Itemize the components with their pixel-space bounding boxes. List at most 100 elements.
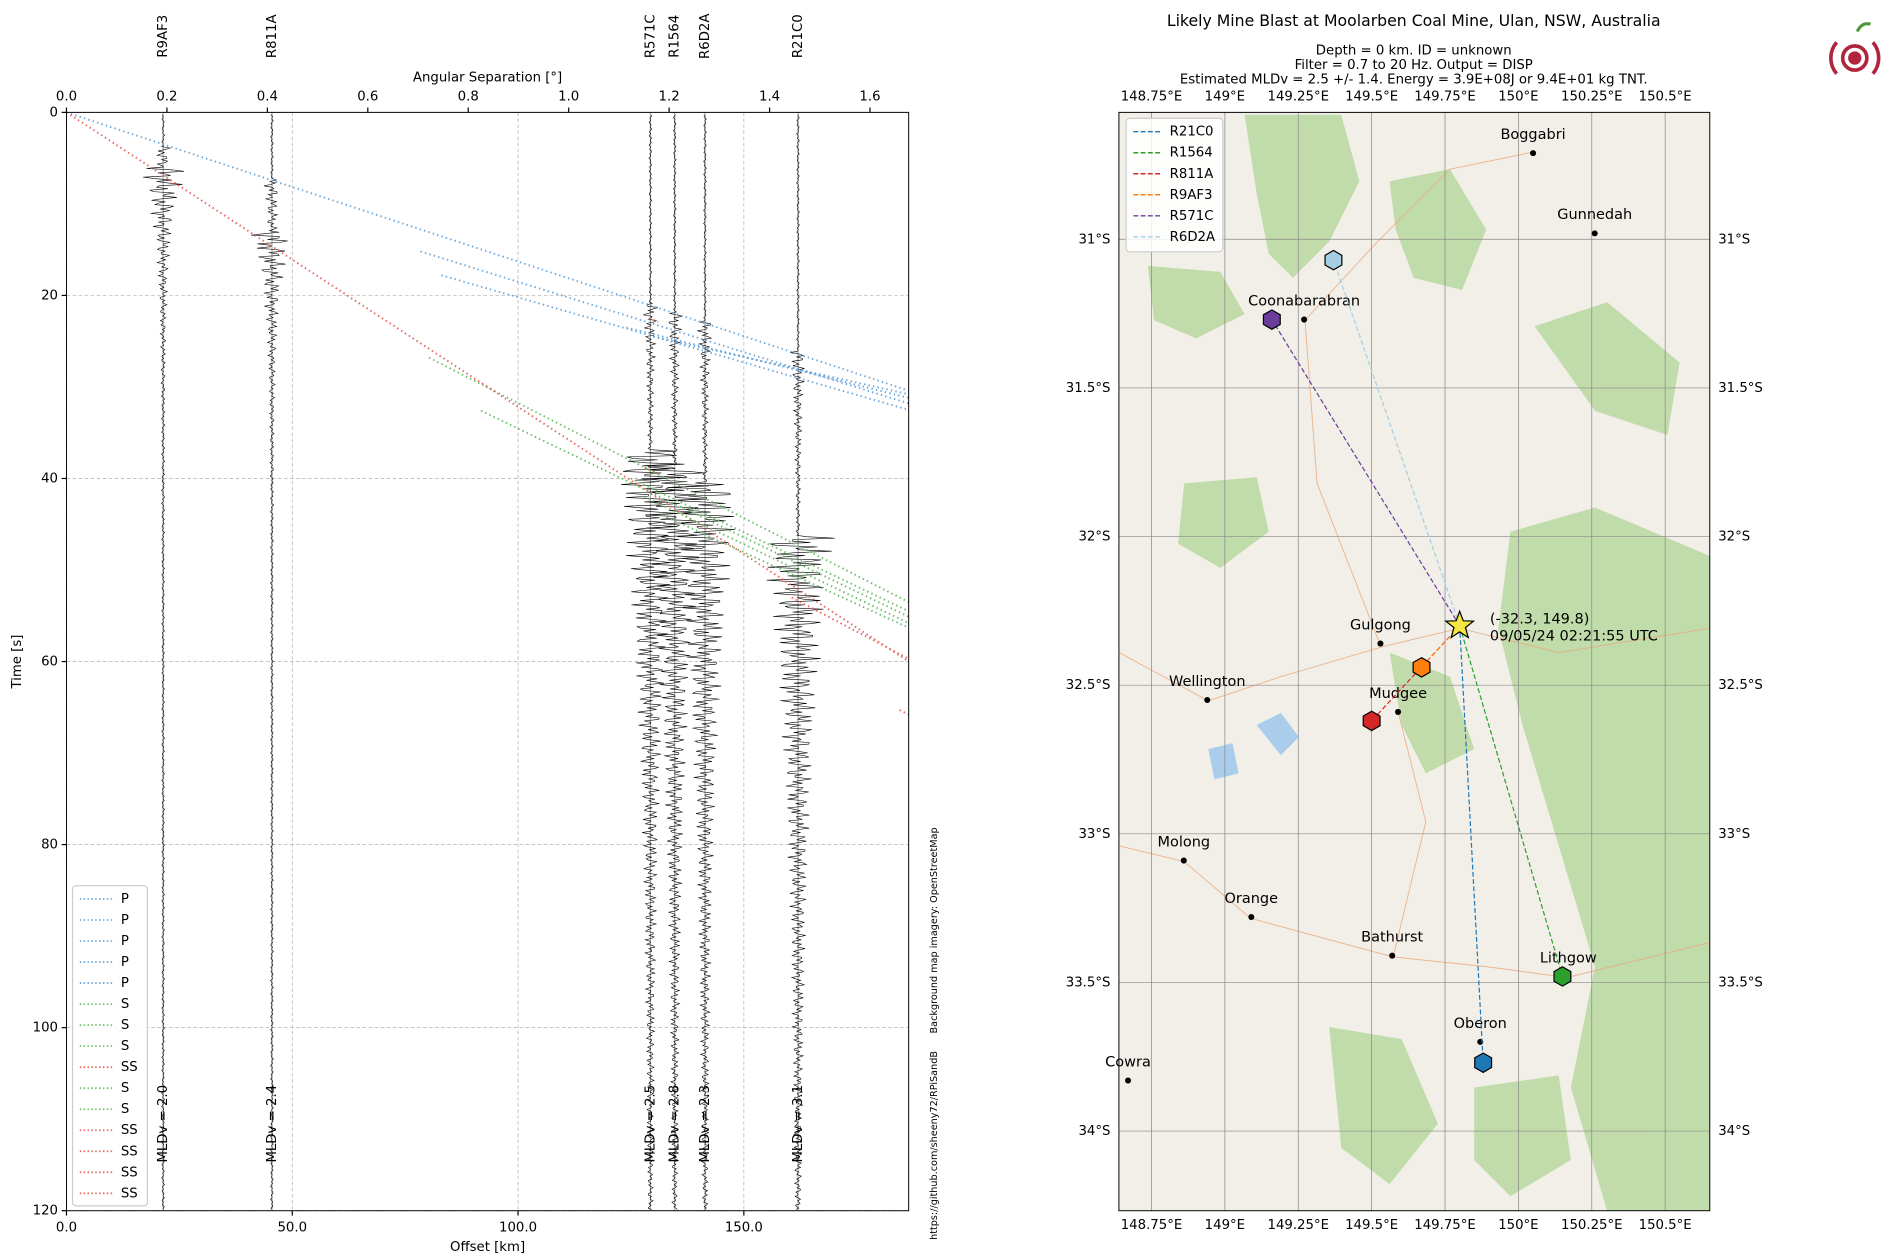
lat-tick-label: 33°S — [1078, 827, 1110, 842]
town-dot — [1180, 857, 1187, 864]
town-label: Wellington — [1169, 674, 1246, 690]
station-path — [1459, 625, 1564, 977]
legend-label: S — [121, 997, 129, 1012]
x2-tick-label: 0.2 — [156, 90, 177, 105]
town-dot — [1248, 914, 1255, 921]
traces — [66, 112, 909, 1211]
mldv-label: MLDv = 2.3 — [698, 1085, 713, 1163]
station-marker — [1474, 1052, 1493, 1074]
lon-tick-label: 149.75°E — [1414, 1218, 1476, 1233]
legend-label: S — [121, 1081, 129, 1096]
station-label: R1564 — [668, 15, 683, 58]
lat-tick-label: 31°S — [1078, 232, 1110, 247]
lon-tick-label: 148.75°E — [1121, 1218, 1183, 1233]
town-label: Coonabarabran — [1248, 293, 1360, 309]
chart-subtitle: Filter = 0.7 to 20 Hz. Output = DISP — [1295, 58, 1533, 73]
lon-tick-label: 150°E — [1498, 1218, 1538, 1233]
x2-tick-label: 0.8 — [458, 90, 479, 105]
lon-tick-label: 149.25°E — [1267, 1218, 1329, 1233]
x2-tick-label: 1.4 — [759, 90, 780, 105]
credits: Background map imagery: OpenStreetMap htt… — [929, 827, 940, 1240]
legend-label: SS — [121, 1165, 138, 1180]
water — [1208, 712, 1299, 780]
station-marker — [1324, 249, 1343, 271]
event-label: (-32.3, 149.8) — [1490, 612, 1589, 628]
station-label: R571C — [643, 14, 658, 58]
lon-tick-label: 150.5°E — [1639, 1218, 1692, 1233]
legend-label: S — [121, 1018, 129, 1033]
lon-tick-label: 149.5°E — [1345, 1218, 1398, 1233]
town-dot — [1204, 697, 1211, 704]
chart-title: Likely Mine Blast at Moolarben Coal Mine… — [1167, 11, 1661, 30]
lon-tick-label: 150°E — [1498, 90, 1538, 105]
legend-label: SS — [121, 1144, 138, 1159]
x2-axis-label: Angular Separation [°] — [413, 70, 562, 85]
logo — [1829, 22, 1881, 75]
x2-tick-label: 1.0 — [558, 90, 579, 105]
lat-tick-label: 32.5°S — [1718, 678, 1763, 693]
town-label: Boggabri — [1500, 127, 1565, 143]
phase-line — [441, 274, 909, 411]
mldv-label: MLDv = 3.1 — [791, 1085, 806, 1163]
legend-label: S — [121, 1102, 129, 1117]
lat-tick-label: 31.5°S — [1718, 381, 1763, 396]
station-marker — [1262, 309, 1281, 330]
phase-line — [662, 514, 909, 629]
chart-subtitle: Depth = 0 km. ID = unknown — [1316, 44, 1512, 59]
town-dot — [1591, 230, 1598, 237]
town-dot — [1301, 316, 1308, 323]
legend-box — [1125, 117, 1224, 253]
town-label: Lithgow — [1540, 950, 1597, 966]
x-tick-label: 150.0 — [725, 1221, 763, 1236]
legend-box — [71, 885, 149, 1207]
legend-label: R811A — [1170, 167, 1214, 182]
lon-tick-label: 149.75°E — [1414, 90, 1476, 105]
town-dot — [1124, 1077, 1132, 1084]
y-tick-label: 60 — [41, 655, 58, 670]
legend-label: SS — [121, 1123, 138, 1138]
y-tick-label: 120 — [33, 1204, 58, 1219]
legend-label: R571C — [1170, 209, 1214, 224]
phase-line — [899, 709, 909, 716]
lon-tick-label: 149.5°E — [1345, 90, 1398, 105]
credit-text: https://github.com/sheeny72/RPiSandB — [929, 1051, 940, 1240]
legend-label: SS — [121, 1186, 138, 1201]
station-marker — [1553, 966, 1572, 987]
credit-text: Background map imagery: OpenStreetMap — [929, 827, 940, 1033]
town-label: Bathurst — [1361, 930, 1423, 946]
lat-tick-label: 32°S — [1078, 530, 1110, 545]
y-tick-label: 20 — [41, 288, 58, 303]
town-label: Mudgee — [1369, 686, 1427, 702]
mldv-label: MLDv = 2.8 — [668, 1085, 683, 1163]
x2-tick-label: 0.4 — [257, 90, 278, 105]
station-label: R21C0 — [791, 14, 806, 58]
lon-tick-label: 149°E — [1205, 90, 1245, 105]
legend-label: P — [121, 934, 129, 949]
station-marker — [1362, 710, 1381, 732]
town-label: Oberon — [1454, 1016, 1507, 1032]
town-dot — [1377, 640, 1384, 647]
legend-label: S — [121, 1039, 129, 1054]
chart-subtitle: Estimated MLDv = 2.5 +/- 1.4. Energy = 3… — [1180, 73, 1648, 88]
town-label: Molong — [1157, 834, 1210, 850]
station-label: R9AF3 — [156, 15, 171, 58]
y-axis-label: Time [s] — [10, 635, 25, 690]
map-panel: Likely Mine Blast at Moolarben Coal Mine… — [1066, 11, 1763, 1233]
lat-tick-label: 33.5°S — [1718, 975, 1763, 990]
lon-tick-label: 149°E — [1205, 1218, 1245, 1233]
mldv-label: MLDv = 2.5 — [643, 1085, 658, 1163]
lat-tick-label: 33°S — [1718, 827, 1750, 842]
legend-label: P — [121, 976, 129, 991]
lon-tick-label: 148.75°E — [1121, 90, 1183, 105]
station-path — [1459, 625, 1484, 1063]
x2-tick-label: 1.2 — [659, 90, 680, 105]
town-label: Orange — [1225, 891, 1279, 907]
station-marker — [1412, 656, 1431, 678]
x2-tick-label: 0.6 — [357, 90, 378, 105]
event-time: 09/05/24 02:21:55 UTC — [1490, 629, 1658, 645]
legend-label: R1564 — [1170, 146, 1213, 161]
record-section: 0.0 50.0 100.0 150.0 0.0 0.2 0.4 0.6 0.8 1.0 1.2 1.… — [10, 14, 910, 1255]
seismogram — [620, 114, 685, 1210]
plot-frame — [65, 111, 910, 1212]
x-tick-label: 100.0 — [499, 1221, 537, 1236]
